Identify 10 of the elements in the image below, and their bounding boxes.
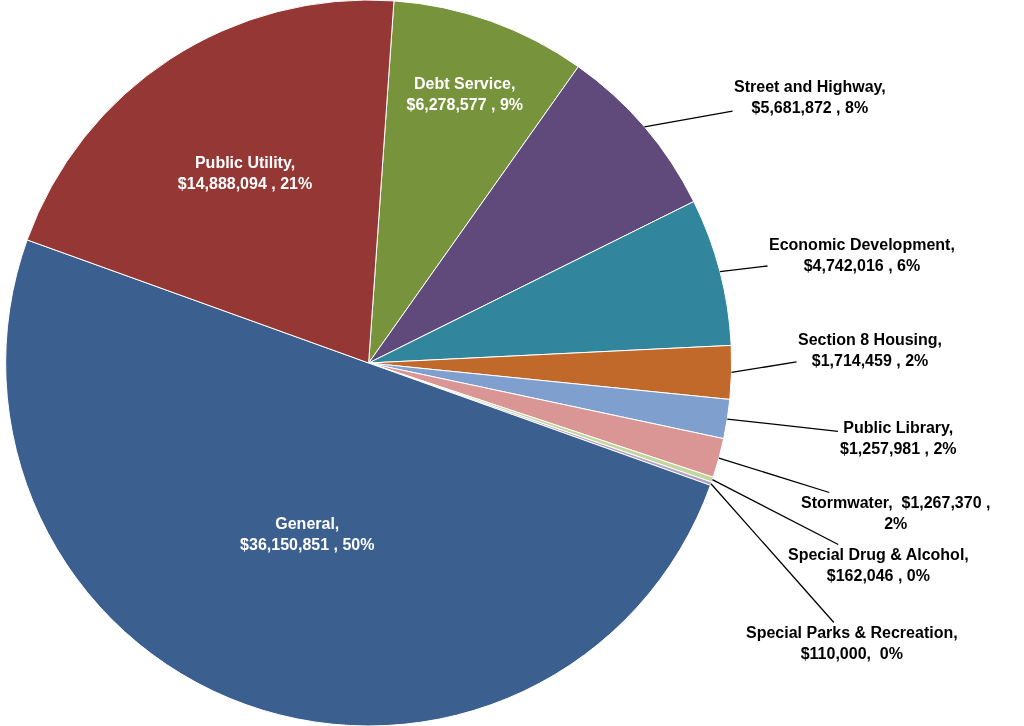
slice-label: Public Utility, $14,888,094 , 21% — [177, 154, 313, 193]
slice-label: Debt Service, $6,278,577 , 9% — [406, 74, 524, 113]
slice-label: General, $36,150,851 , 50% — [240, 514, 375, 553]
slice-label: Economic Development, $4,742,016 , 6% — [769, 236, 955, 274]
slice-label: Street and Highway, $5,681,872 , 8% — [734, 78, 886, 116]
slice-label: Special Parks & Recreation, $110,000, 0% — [746, 624, 958, 662]
slice-label: Section 8 Housing, $1,714,459 , 2% — [798, 331, 943, 369]
slice-label: Public Library, $1,257,981 , 2% — [840, 419, 957, 457]
slice-label: Special Drug & Alcohol, $162,046 , 0% — [788, 546, 969, 584]
slice-label: Stormwater, $1,267,370 , 2% — [801, 494, 991, 532]
